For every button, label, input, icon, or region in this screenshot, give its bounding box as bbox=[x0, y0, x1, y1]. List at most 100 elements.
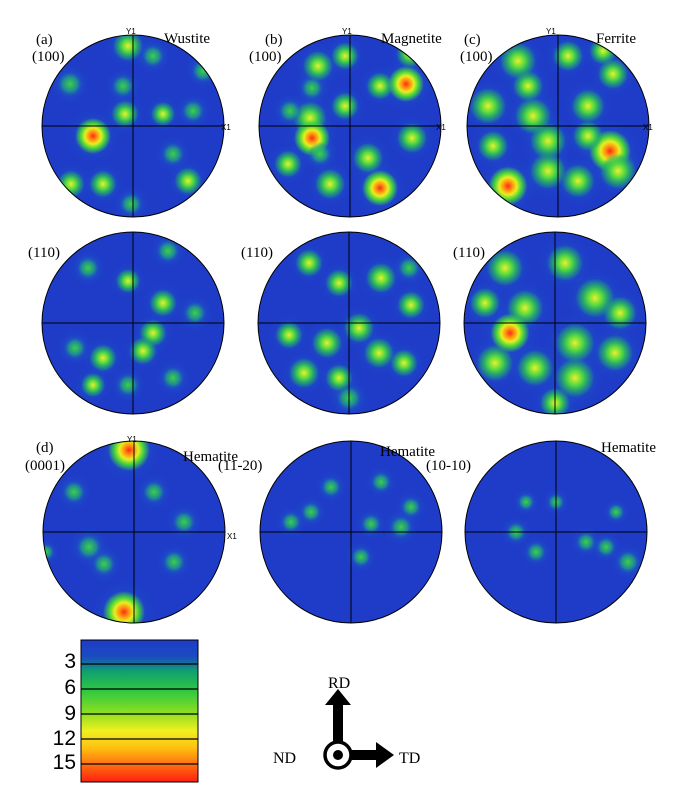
intensity-spot bbox=[113, 35, 143, 61]
pole-figure-magnetite-100 bbox=[258, 34, 442, 218]
intensity-spot bbox=[389, 515, 413, 539]
intensity-spot bbox=[183, 301, 207, 325]
panel-a-phase: Wustite bbox=[164, 31, 211, 47]
pole-figure-outline bbox=[258, 34, 442, 218]
td-arrow-shaft bbox=[350, 750, 378, 760]
intensity-spot bbox=[530, 153, 566, 189]
intensity-spot bbox=[397, 256, 421, 280]
intensity-spot bbox=[275, 321, 303, 349]
intensity-spot bbox=[280, 511, 302, 533]
intensity-spot bbox=[400, 496, 422, 518]
intensity-spot bbox=[129, 337, 157, 365]
td-label: TD bbox=[399, 750, 421, 767]
intensity-spot bbox=[161, 366, 185, 390]
legend-tick-9: 9 bbox=[64, 702, 76, 725]
intensity-spot bbox=[350, 546, 372, 568]
intensity-spot bbox=[289, 358, 319, 388]
intensity-spot bbox=[561, 164, 595, 198]
pole-figure-ferrite-100 bbox=[466, 34, 650, 218]
panel-e-phase: Hematite bbox=[380, 444, 435, 460]
panel-b-phase: Magnetite bbox=[381, 31, 442, 47]
intensity-spot bbox=[598, 59, 628, 89]
intensity-spot bbox=[89, 344, 117, 372]
intensity-spot bbox=[488, 166, 528, 206]
panel-c-label: (c) bbox=[464, 32, 481, 48]
intensity-spot bbox=[320, 476, 342, 498]
intensity-spot bbox=[57, 170, 85, 198]
intensity-spot bbox=[119, 192, 143, 216]
intensity-spot bbox=[555, 323, 595, 363]
intensity-spot bbox=[151, 102, 175, 126]
panel-d-phase: Hematite bbox=[183, 449, 238, 465]
intensity-spot bbox=[156, 239, 180, 263]
pole-figure-hematite-10-10 bbox=[464, 440, 648, 624]
panel-a-y-axis-label: Y1 bbox=[126, 27, 136, 36]
intensity-spot bbox=[174, 167, 202, 195]
rd-arrow-shaft bbox=[333, 703, 343, 743]
intensity-spot bbox=[300, 76, 324, 100]
panel-b-x-axis-label: X1 bbox=[436, 123, 446, 132]
pole-figure-wustite-100 bbox=[41, 34, 225, 218]
panel-f-plane: (10-10) bbox=[426, 458, 471, 474]
intensity-spot bbox=[500, 43, 536, 79]
intensity-spot bbox=[111, 100, 139, 128]
legend-tick-6: 6 bbox=[64, 676, 76, 699]
intensity-spot bbox=[573, 121, 603, 151]
intensity-spot bbox=[142, 480, 166, 504]
legend-color-bar bbox=[80, 639, 199, 783]
intensity-spot bbox=[553, 41, 583, 71]
panel-d-plane: (0001) bbox=[25, 458, 65, 474]
intensity-spot bbox=[75, 533, 103, 561]
intensity-spot bbox=[397, 123, 427, 153]
panel-a-110-plane: (110) bbox=[28, 245, 60, 261]
intensity-spot bbox=[295, 249, 323, 277]
intensity-spot bbox=[517, 493, 535, 511]
intensity-spot bbox=[600, 153, 636, 189]
pole-figure-outline bbox=[41, 34, 225, 218]
intensity-spot bbox=[331, 92, 359, 120]
intensity-spot bbox=[595, 536, 617, 558]
intensity-spot bbox=[597, 335, 633, 371]
intensity-spot bbox=[76, 256, 100, 280]
panel-f-phase: Hematite bbox=[601, 440, 656, 456]
intensity-spot bbox=[513, 71, 543, 101]
intensity-spot bbox=[370, 471, 392, 493]
nd-dot-icon bbox=[333, 750, 343, 760]
nd-label: ND bbox=[273, 750, 297, 767]
intensity-spot bbox=[81, 373, 105, 397]
intensity-legend bbox=[80, 639, 199, 783]
rd-label: RD bbox=[328, 675, 351, 692]
pole-figure-magnetite-110 bbox=[257, 231, 441, 415]
intensity-spot bbox=[116, 269, 140, 293]
intensity-spot bbox=[397, 291, 425, 319]
intensity-spot bbox=[161, 142, 185, 166]
intensity-spot bbox=[92, 552, 116, 576]
intensity-spot bbox=[325, 269, 353, 297]
intensity-spot bbox=[162, 550, 186, 574]
intensity-spot bbox=[547, 245, 583, 281]
intensity-spot bbox=[575, 531, 597, 553]
panel-b-y-axis-label: Y1 bbox=[342, 27, 352, 36]
pole-figure-outline bbox=[463, 231, 647, 415]
pole-figure-outline bbox=[41, 231, 225, 415]
intensity-spot bbox=[43, 543, 55, 561]
pole-figure-outline bbox=[466, 34, 650, 218]
intensity-spot bbox=[525, 541, 547, 563]
intensity-spot bbox=[360, 513, 382, 535]
panel-c-110-plane: (110) bbox=[453, 245, 485, 261]
intensity-spot bbox=[487, 250, 523, 286]
legend-tick-15: 15 bbox=[52, 751, 76, 774]
intensity-spot bbox=[517, 350, 553, 386]
intensity-spot bbox=[603, 296, 637, 330]
intensity-spot bbox=[62, 480, 86, 504]
intensity-spot bbox=[278, 99, 302, 123]
panel-d-y-axis-label: Y1 bbox=[127, 435, 137, 444]
pole-figure-outline bbox=[259, 440, 443, 624]
pole-figure-ferrite-110 bbox=[463, 231, 647, 415]
intensity-spot bbox=[108, 441, 150, 471]
intensity-spot bbox=[300, 501, 322, 523]
intensity-spot bbox=[366, 263, 396, 293]
intensity-spot bbox=[530, 123, 566, 159]
intensity-spot bbox=[478, 131, 508, 161]
rd-arrow-head bbox=[325, 689, 351, 705]
